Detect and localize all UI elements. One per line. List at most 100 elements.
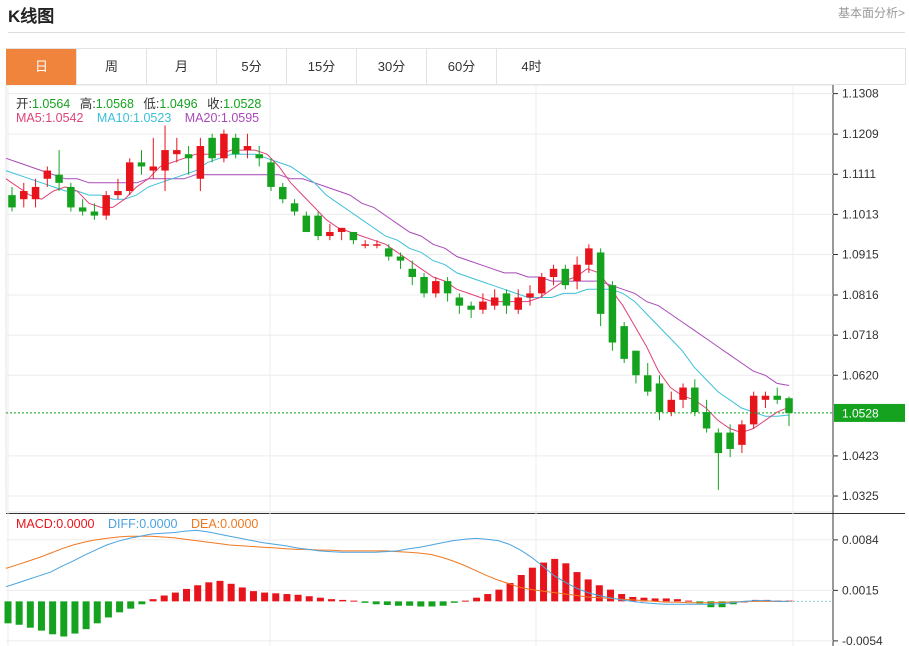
candle-down [302,215,311,232]
macd-bar-positive [629,596,637,602]
macd-bar-positive [238,587,246,602]
macd-bar-positive [194,585,202,602]
candle-up [738,424,746,445]
candle-up [749,395,758,425]
macd-bar-positive [183,588,191,602]
candle-up [20,191,28,200]
macd-bar-positive [205,582,213,602]
candle-down [184,154,193,159]
tab-4hour[interactable]: 4时 [496,49,566,85]
candlesticks [8,125,793,490]
kline-chart[interactable]: 1.1308 1.1209 1.1111 1.1013 1.0915 1.0816 1.07… [0,85,909,646]
tab-5min[interactable]: 5分 [216,49,286,85]
macd-bar-positive [540,562,548,602]
candle-down [90,211,99,216]
tab-week[interactable]: 周 [76,49,146,85]
tab-15min[interactable]: 15分 [286,49,356,85]
candle-up [514,297,522,310]
diff-value: 0.0000 [139,517,178,531]
candle-down [267,162,275,187]
macd-bar-positive [339,599,347,602]
candle-down [467,305,475,310]
macd-bar-negative [718,601,726,608]
macd-bar-positive [350,600,358,602]
candle-down [67,186,75,208]
candle-up [173,150,181,155]
candle-up [161,150,169,171]
macd-bar-positive [606,589,614,602]
close-label: 收: [207,97,224,111]
candle-down [396,256,405,261]
macd-bar-negative [395,601,402,606]
diff-label: DIFF: [108,517,140,531]
ma-legend: MA5:1.0542 MA10:1.0523 MA20:1.0595 [16,111,259,125]
low-label: 低: [143,97,160,111]
candle-down [279,186,287,200]
candle-up [337,227,346,232]
candle-down [702,412,711,429]
candle-up [667,399,676,413]
candle-down [596,252,605,314]
candle-down [255,154,263,159]
ma10-value: 1.0523 [133,111,172,125]
candle-down [384,248,393,257]
macd-bar-positive [506,583,514,602]
candle-down [643,375,652,392]
tab-60min[interactable]: 60分 [426,49,496,85]
tab-month[interactable]: 月 [146,49,216,85]
price-axis: 1.1308 1.1209 1.1111 1.1013 1.0915 1.0816 1.07… [6,87,905,646]
open-label: 开: [16,97,32,111]
price-panel-frame [5,85,834,513]
candle-up [585,248,593,265]
candle-down [408,268,417,278]
candle-up [479,301,487,310]
macd-bar-positive [473,597,481,602]
macd-value: 0.0000 [56,517,95,531]
candle-down [443,281,452,294]
period-tabs: 日 周 月 5分 15分 30分 60分 4时 [6,48,906,85]
candle-up [361,244,369,246]
tab-day[interactable]: 日 [6,49,76,85]
low-value: 1.0496 [159,97,198,111]
page-title: K线图 [8,7,55,26]
macd-bar-negative [82,601,90,630]
macd-bar-positive [595,585,603,602]
dea-value: 0.0000 [220,517,259,531]
macd-bar-positive [573,572,581,602]
macd-bar-positive [618,594,626,602]
macd-histogram [4,558,793,637]
candle-up [114,191,122,196]
candle-up [679,387,687,400]
ma10-label: MA10: [96,111,134,125]
price-tick-label: 1.0620 [842,368,879,382]
macd-bar-positive [294,594,302,602]
macd-bar-negative [138,601,146,605]
chart-grid [5,85,905,646]
price-tick-label: 1.1111 [842,167,876,181]
price-tick-label: 1.0423 [842,449,879,463]
candle-down [349,231,358,241]
macd-bar-negative [15,601,23,625]
macd-bar-positive [316,597,324,602]
candle-down [420,277,428,294]
macd-bar-positive [495,589,503,602]
macd-bar-negative [383,601,391,606]
fundamental-analysis-link[interactable]: 基本面分析> [837,6,905,20]
candle-up [243,146,252,151]
candle-up [490,297,499,306]
ma20-line [5,157,790,386]
macd-bar-positive [484,594,492,602]
last-price-tag [834,403,905,422]
macd-bar-positive [551,558,559,602]
candle-down [655,383,664,413]
tab-30min[interactable]: 30分 [356,49,426,85]
candle-down [726,432,734,449]
candle-down [620,326,628,359]
macd-bar-positive [673,599,681,602]
macd-bar-positive [640,597,648,602]
diff-line [5,529,789,605]
header-divider [8,32,905,33]
candle-up [220,133,228,159]
high-label: 高: [79,97,96,111]
candle-down [231,137,240,155]
